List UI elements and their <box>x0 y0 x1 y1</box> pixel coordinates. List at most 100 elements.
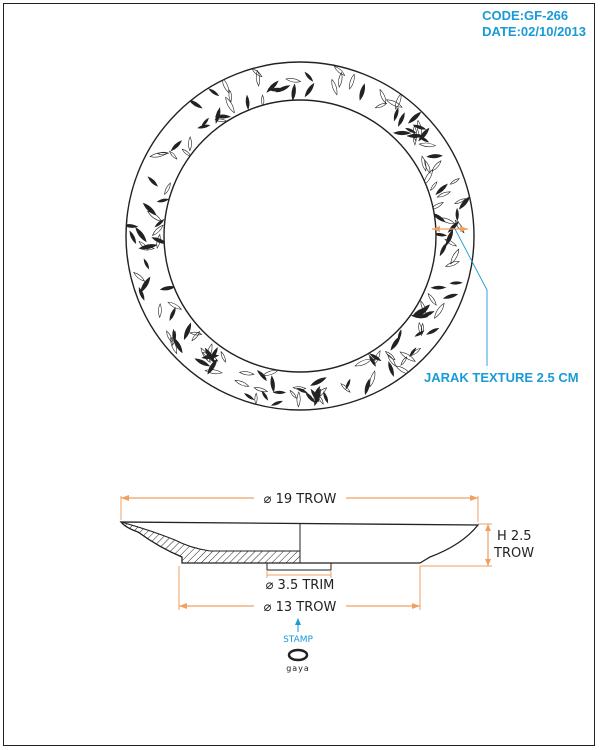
leaf-motif <box>189 331 203 336</box>
leaf-motif <box>345 378 351 390</box>
leaf-motif <box>304 71 314 82</box>
leaf-motif <box>323 391 329 404</box>
leaf-texture <box>123 65 471 408</box>
leaf-motif <box>296 391 301 408</box>
leaf-motif <box>410 314 429 319</box>
leaf-motif <box>197 124 211 129</box>
leaf-motif <box>418 142 437 148</box>
leaf-motif <box>398 112 405 127</box>
leaf-motif <box>255 69 261 87</box>
dimension-base-diameter: ⌀ 13 TROW <box>178 566 421 615</box>
leaf-motif <box>169 307 176 321</box>
leaf-motif <box>399 351 416 362</box>
leaf-motif <box>253 387 269 393</box>
leaf-motif <box>245 94 250 111</box>
leaf-motif <box>349 73 355 90</box>
leaf-motif <box>408 111 422 124</box>
leaf-motif <box>430 285 447 290</box>
leaf-motif <box>435 183 448 195</box>
leaf-motif <box>424 159 431 174</box>
leaf-motif <box>210 347 218 361</box>
leaf-motif <box>445 229 454 247</box>
leaf-motif <box>454 198 467 205</box>
leaf-motif <box>200 347 211 364</box>
leaf-motif <box>433 232 447 237</box>
leaf-motif <box>207 358 218 375</box>
leaf-motif <box>123 224 139 228</box>
trim-label: ⌀ 3.5 TRIM <box>266 578 335 593</box>
leaf-motif <box>169 150 178 160</box>
leaf-motif <box>374 103 388 109</box>
leaf-motif <box>159 286 176 291</box>
dimension-trim: ⌀ 3.5 TRIM <box>266 570 335 593</box>
leaf-motif <box>409 347 417 357</box>
leaf-motif <box>158 303 162 319</box>
top-diameter-label: ⌀ 19 TROW <box>264 492 337 507</box>
leaf-motif <box>164 182 171 196</box>
leaf-motif <box>151 224 164 236</box>
leaf-motif <box>400 356 408 366</box>
leaf-motif <box>285 78 302 83</box>
leaf-motif <box>430 202 444 210</box>
section-hatch <box>119 521 301 564</box>
dimension-top-diameter: ⌀ 19 TROW <box>120 488 479 522</box>
plate-outer-rim <box>125 61 475 411</box>
leaf-motif <box>296 387 308 394</box>
leaf-motif <box>272 390 287 395</box>
base-diameter-label: ⌀ 13 TROW <box>264 600 337 615</box>
leaf-motif <box>257 370 267 382</box>
leaf-motif <box>413 132 417 146</box>
leaf-motif <box>261 390 269 401</box>
leaf-motif <box>254 392 258 405</box>
leaf-motif <box>133 271 146 282</box>
leaf-motif <box>426 154 443 159</box>
leaf-motif <box>204 369 223 375</box>
leaf-motif <box>312 387 328 400</box>
leaf-motif <box>384 350 396 361</box>
leaf-motif <box>214 114 231 119</box>
leaf-motif <box>310 377 327 386</box>
leaf-motif <box>338 71 343 88</box>
leaf-motif <box>418 127 430 142</box>
leaf-motif <box>135 227 147 243</box>
leaf-motif <box>393 107 399 122</box>
plate-top-view <box>123 61 475 411</box>
leaf-motif <box>458 196 471 210</box>
stamp-callout: STAMP gaya <box>283 618 313 673</box>
leaf-motif <box>421 155 427 172</box>
leaf-motif <box>154 219 165 228</box>
leaf-motif <box>454 219 465 234</box>
leaf-motif <box>220 350 226 363</box>
leaf-motif <box>331 78 338 96</box>
leaf-motif <box>170 337 178 355</box>
leaf-motif <box>304 82 315 98</box>
leaf-motif <box>449 281 463 285</box>
leaf-motif <box>261 94 265 107</box>
leaf-motif <box>149 152 168 158</box>
leaf-motif <box>188 99 203 109</box>
leaf-motif <box>439 242 447 257</box>
height-label-line1: H 2.5 <box>497 529 532 544</box>
leaf-motif <box>270 375 275 393</box>
leaf-motif <box>289 389 297 399</box>
leaf-motif <box>228 89 233 103</box>
leaf-motif <box>373 350 381 366</box>
leaf-motif <box>140 276 151 293</box>
leaf-motif <box>397 329 402 341</box>
leaf-motif <box>147 176 158 187</box>
leaf-motif <box>333 65 346 76</box>
leaf-motif <box>387 353 396 367</box>
plate-inner-well <box>163 99 437 373</box>
leaf-motif <box>430 181 438 191</box>
leaf-motif <box>420 300 426 314</box>
leaf-motif <box>434 302 445 319</box>
leaf-motif <box>436 191 451 198</box>
leaf-motif <box>364 378 370 396</box>
leaf-motif <box>442 293 459 299</box>
leaf-motif <box>291 83 296 101</box>
leaf-motif <box>143 258 150 270</box>
leaf-motif <box>417 119 422 139</box>
dimension-height: H 2.5 TROW <box>420 523 534 567</box>
leaf-motif <box>455 207 459 222</box>
leaf-motif <box>208 88 220 97</box>
